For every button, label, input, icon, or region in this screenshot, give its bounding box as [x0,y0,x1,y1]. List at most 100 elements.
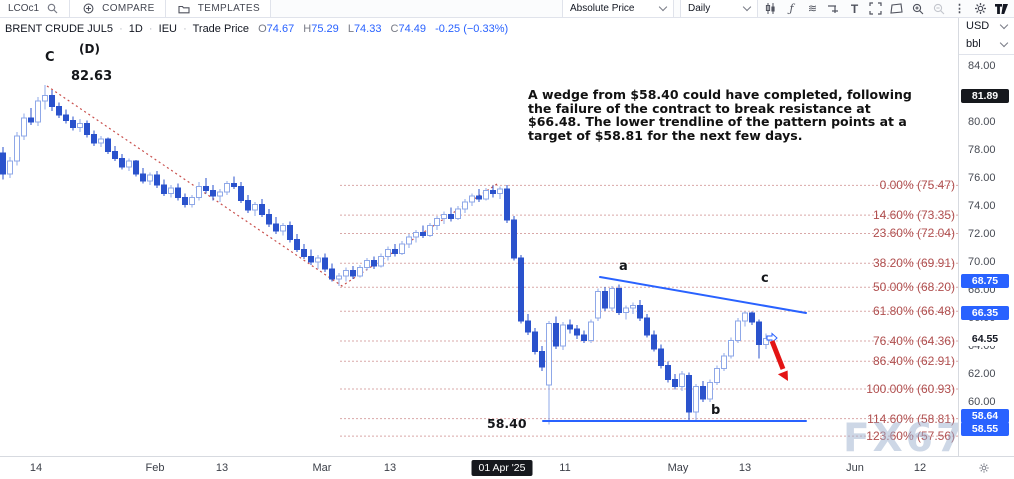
tradingview-logo[interactable] [993,1,1010,16]
legend-change: -0.25 (−0.33%) [435,23,509,35]
fib-level-label: 23.60% (72.04) [872,226,955,241]
chevron-down-icon [742,2,752,12]
symbol-search[interactable]: LCOc1 [0,0,71,17]
fib-level-label: 50.00% (68.20) [872,280,955,295]
contract-unit-label: bbl [966,38,981,50]
fib-level-label: 0.00% (75.47) [879,178,955,193]
price-scale[interactable]: USD bbl 84.0082.0080.0078.0076.0074.0072… [958,17,1014,456]
fib-level-label: 38.20% (69.91) [872,256,955,271]
fib-level-label: 114.60% (58.81) [867,411,955,426]
time-axis[interactable]: 14 Feb 13 Mar 13 11 May 13 Jun 12 01 Apr '25 [0,456,1014,479]
folder-icon [176,1,193,16]
analysis-note[interactable]: A wedge from $58.40 could have completed… [528,88,912,142]
time-tick-label: 13 [215,462,229,474]
wave-label[interactable]: (D) [79,42,100,56]
chevron-down-icon [999,20,1009,29]
time-tick-label: Feb [145,462,165,474]
legend-timeframe: 1D [128,23,143,35]
legend-separator: · [119,23,123,35]
currency-label: USD [966,20,990,32]
price-tick-label: 60.00 [968,396,996,408]
price-tick-label: 78.00 [968,144,996,156]
legend-symbol: BRENT CRUDE JUL5 [5,23,113,35]
fib-level-label: 61.80% (66.48) [872,304,955,319]
legend-high-key: H [303,23,312,35]
symbol-legend[interactable]: BRENT CRUDE JUL5 · 1D · IEU · Trade Pric… [5,23,508,35]
analysis-note-line: the failure of the contract to break res… [528,100,871,116]
price-tick-label: 62.00 [968,368,996,380]
wave-label[interactable]: b [711,403,721,418]
search-icon [44,1,61,16]
projection-arrow[interactable] [769,340,788,381]
compare-button[interactable]: COMPARE [70,0,166,17]
templates-button[interactable]: TEMPLATES [165,0,272,17]
legend-price-type: Trade Price [192,23,250,35]
fib-level-label: 100.00% (60.93) [866,381,955,396]
currency-unit-row[interactable]: USD [959,17,1014,35]
chevron-down-icon [658,2,668,12]
legend-open-key: O [258,23,267,35]
zoom-out-icon[interactable] [930,1,947,16]
legend-separator: · [183,23,187,35]
legend-open-value: 74.67 [266,23,295,35]
analysis-note-line: target of $58.81 for the next few days. [528,127,803,143]
overlay-icon[interactable]: ≋ [807,3,818,15]
top-toolbar: LCOc1 COMPARE TEMPLATES Absolute Price D… [0,0,1014,18]
wave-label[interactable]: C [45,50,55,65]
price-badge: 66.35 [961,306,1009,320]
indicators-icon[interactable]: ƒ [789,2,794,15]
legend-low-key: L [347,23,354,35]
more-options-icon[interactable]: ⋮ [954,3,965,15]
price-tick-label: 72.00 [968,228,996,240]
fib-level-label: 123.60% (57.56) [866,429,955,444]
drawing-tool-icon[interactable] [888,1,905,16]
price-tick-label: 74.00 [968,200,996,212]
fib-retracement-lines[interactable] [340,184,958,437]
price-mode-select[interactable]: Absolute Price [562,0,674,17]
time-tick-label: Mar [312,462,332,474]
plus-circle-icon [80,1,97,16]
wave-label[interactable]: c [761,271,769,286]
fib-level-label: 76.40% (64.36) [872,333,955,348]
scale-divider [959,54,1014,55]
analysis-note-line: $66.48. The lower trendline of the patte… [528,114,907,129]
fib-level-label: 86.40% (62.91) [872,354,955,369]
alert-icon[interactable] [825,1,842,16]
wedge-upper-trendline[interactable] [599,276,807,314]
last-price-marker-icon [766,332,778,344]
wave-label[interactable]: a [619,259,628,274]
text-tool-icon[interactable]: T [850,1,859,16]
time-tick-label: Jun [846,462,864,474]
axis-settings-gear-icon[interactable] [978,461,990,479]
legend-separator: · [148,23,153,35]
price-badge: 81.89 [961,89,1009,103]
time-tick-label: 14 [29,462,43,474]
contract-unit-row[interactable]: bbl [959,35,1014,53]
time-tick-label: 13 [738,462,752,474]
price-badge: 58.64 [961,409,1009,423]
toolbar-icon-group: ƒ ≋ T ⋮ [758,0,1014,17]
price-badge: 64.55 [961,332,1009,346]
chart-style-icon[interactable] [762,1,779,16]
price-badge: 58.55 [961,422,1009,436]
interval-select[interactable]: Daily [680,0,758,17]
analysis-note-line: A wedge from $58.40 could have completed… [528,87,912,102]
wave-label[interactable]: 58.40 [487,416,527,431]
compare-label: COMPARE [102,3,155,14]
time-tick-label: 11 [559,462,571,474]
zigzag-trendline[interactable] [46,85,498,287]
chevron-down-icon [999,38,1009,47]
time-tick-label: May [667,462,689,474]
price-badge: 68.75 [961,274,1009,288]
legend-close-key: C [390,23,399,35]
snapshot-icon[interactable] [867,1,884,16]
wave-label[interactable]: 82.63 [71,69,113,84]
price-tick-label: 70.00 [968,256,996,268]
legend-high-value: 75.29 [311,23,339,35]
templates-label: TEMPLATES [197,3,261,14]
zoom-in-icon[interactable] [909,1,926,16]
interval-value: Daily [688,3,711,14]
settings-icon[interactable] [972,1,989,16]
